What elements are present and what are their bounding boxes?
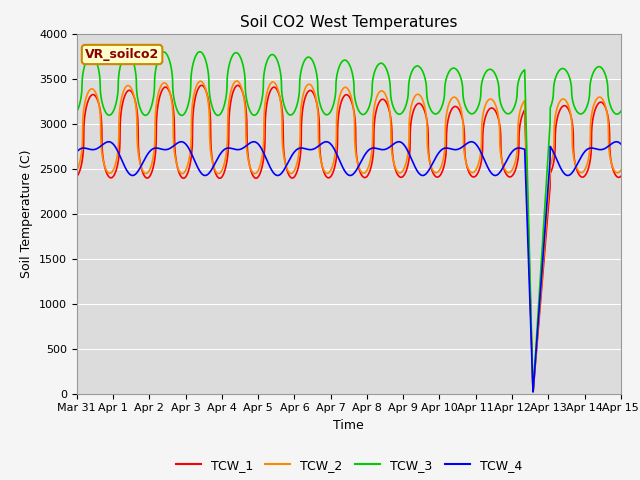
Line: TCW_1: TCW_1	[77, 85, 621, 392]
TCW_4	[168, 144, 175, 150]
TCW_4	[617, 141, 625, 147]
TCW_2	[617, 168, 625, 173]
TCW_1	[198, 83, 205, 88]
TCW_2	[167, 95, 175, 101]
TCW_3	[282, 107, 289, 112]
TCW_1	[73, 174, 81, 180]
TCW_3	[135, 101, 143, 107]
TCW_3	[548, 100, 556, 106]
TCW_4	[548, 146, 556, 152]
TCW_4	[73, 149, 81, 155]
TCW_3	[73, 109, 81, 115]
TCW_2	[548, 157, 556, 163]
TCW_2	[135, 154, 143, 160]
Y-axis label: Soil Temperature (C): Soil Temperature (C)	[20, 149, 33, 278]
TCW_3	[196, 49, 204, 55]
TCW_1	[607, 154, 614, 160]
TCW_1	[305, 88, 313, 94]
Line: TCW_4: TCW_4	[77, 142, 621, 392]
TCW_1	[282, 161, 289, 167]
TCW_4	[105, 139, 113, 144]
TCW_2	[529, 389, 537, 395]
TCW_1	[529, 389, 537, 395]
TCW_1	[617, 173, 625, 179]
TCW_2	[305, 81, 313, 87]
TCW_4	[305, 147, 313, 153]
TCW_4	[282, 164, 289, 170]
TCW_3	[167, 64, 175, 70]
TCW_4	[607, 142, 614, 147]
TCW_1	[548, 167, 556, 172]
TCW_1	[135, 150, 143, 156]
TCW_4	[135, 167, 143, 173]
Line: TCW_3: TCW_3	[77, 52, 621, 392]
Line: TCW_2: TCW_2	[77, 81, 621, 392]
TCW_1	[167, 94, 175, 100]
TCW_3	[305, 54, 313, 60]
Title: Soil CO2 West Temperatures: Soil CO2 West Temperatures	[240, 15, 458, 30]
TCW_2	[607, 156, 614, 162]
TCW_3	[617, 108, 625, 114]
TCW_2	[73, 168, 81, 173]
TCW_3	[607, 103, 614, 109]
TCW_2	[233, 78, 241, 84]
TCW_3	[529, 389, 537, 395]
X-axis label: Time: Time	[333, 419, 364, 432]
TCW_2	[282, 162, 289, 168]
TCW_4	[529, 389, 537, 395]
Legend: TCW_1, TCW_2, TCW_3, TCW_4: TCW_1, TCW_2, TCW_3, TCW_4	[170, 454, 527, 477]
Text: VR_soilco2: VR_soilco2	[85, 48, 159, 61]
